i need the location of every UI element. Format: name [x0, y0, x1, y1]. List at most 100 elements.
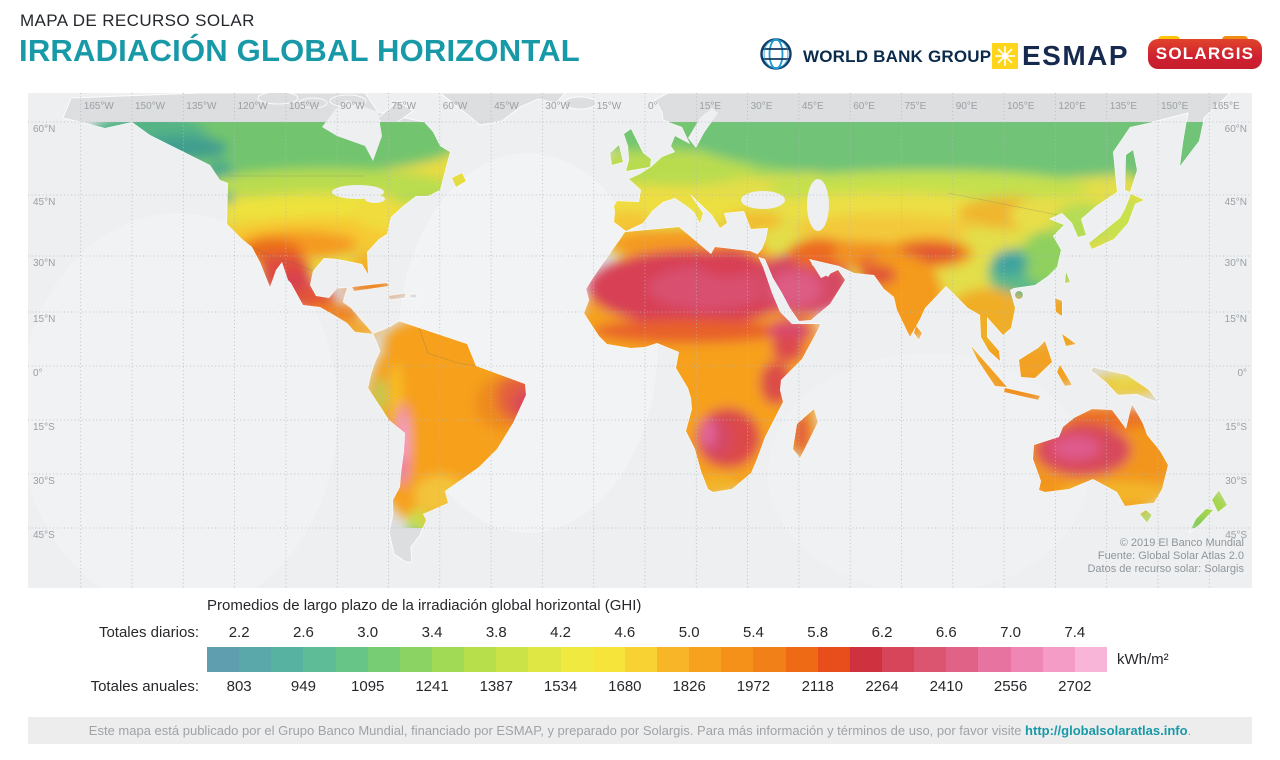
legend-tick-value: 803: [226, 678, 252, 695]
legend-tick-value: 5.8: [807, 624, 829, 641]
lon-label: 165°E: [1212, 101, 1240, 112]
legend-tick-value: 5.4: [742, 624, 764, 641]
lat-label: 60°N: [1224, 124, 1247, 135]
esmap-logo: ESMAP: [992, 40, 1129, 72]
legend-tick-value: 4.2: [550, 624, 571, 641]
legend-tick-value: 5.0: [678, 624, 700, 641]
caspian-sea: [807, 179, 829, 231]
lon-label: 60°W: [442, 101, 468, 112]
lon-label: 15°E: [699, 101, 722, 112]
lat-label: 15°S: [33, 422, 55, 433]
black-sea: [741, 191, 785, 209]
solargis-badge: SOLARGIS: [1148, 39, 1262, 69]
colorbar-segment: [817, 647, 850, 672]
legend-tick-value: 6.6: [935, 624, 957, 641]
lon-label: 150°E: [1161, 101, 1189, 112]
colorbar-segment: [271, 647, 304, 672]
lon-label: 45°W: [494, 101, 519, 112]
lat-label: 30°S: [1225, 476, 1247, 487]
colorbar-segment: [207, 647, 240, 672]
copyright-line: © 2019 El Banco Mundial: [1119, 537, 1244, 549]
footer-link[interactable]: http://globalsolaratlas.info: [1025, 723, 1188, 738]
colorbar-segment: [978, 647, 1011, 672]
colorbar-segment: [367, 647, 400, 672]
colorbar-segment: [721, 647, 754, 672]
map-copyright: © 2019 El Banco Mundial Fuente: Global So…: [1087, 537, 1244, 576]
lon-label: 45°E: [801, 101, 824, 112]
lon-label: 60°E: [853, 101, 875, 112]
copyright-line: Fuente: Global Solar Atlas 2.0: [1097, 550, 1244, 562]
lon-label: 90°W: [340, 101, 365, 112]
colorbar-segment: [624, 647, 657, 672]
lon-label: 135°E: [1109, 101, 1138, 112]
solargis-wordmark: SOLARGIS: [1155, 44, 1255, 63]
lon-label: 150°W: [135, 101, 166, 112]
legend-colorbar: [207, 647, 1107, 672]
map-kicker: MAPA DE RECURSO SOLAR: [20, 11, 255, 30]
colorbar-segment: [1042, 647, 1075, 672]
lon-label: 105°E: [1007, 101, 1035, 112]
lon-label: 75°E: [904, 101, 927, 112]
lon-label: 75°W: [391, 101, 417, 112]
legend-tick-value: 2702: [1058, 678, 1092, 695]
solargis-logo: SOLARGIS: [1148, 36, 1262, 69]
esmap-wordmark: ESMAP: [1022, 40, 1130, 71]
lon-label: 105°W: [288, 101, 320, 112]
colorbar-segment: [464, 647, 497, 672]
legend-tick-value: 1680: [608, 678, 642, 695]
legend-tick-value: 7.4: [1064, 624, 1086, 641]
lat-label: 30°S: [33, 476, 55, 487]
world-bank-logo: WORLD BANK GROUP: [758, 36, 991, 77]
landmass-iceland: [563, 96, 597, 110]
lat-label: 45°S: [33, 530, 55, 541]
world-map-graphic: [28, 93, 1252, 588]
legend-tick-value: 1534: [543, 678, 578, 695]
lon-label: 30°E: [750, 101, 773, 112]
colorbar-segment: [785, 647, 818, 672]
lat-label: 45°N: [33, 197, 56, 208]
legend-tick-value: 3.8: [485, 624, 507, 641]
colorbar-segment: [335, 647, 368, 672]
legend-unit: kWh/m²: [1117, 651, 1169, 668]
colorbar-segment: [753, 647, 786, 672]
colorbar-segment: [528, 647, 561, 672]
lat-label: 30°N: [1224, 258, 1247, 269]
baltic-sea: [688, 108, 718, 148]
colorbar-segment: [1010, 647, 1043, 672]
lon-label: 15°W: [596, 101, 622, 112]
legend-tick-value: 6.2: [871, 624, 893, 641]
legend-tick-value: 2118: [801, 678, 834, 695]
lat-label: 45°S: [1225, 530, 1247, 541]
legend-tick-value: 1387: [479, 678, 513, 695]
footer-text: Este mapa está publicado por el Grupo Ba…: [88, 723, 1192, 738]
colorbar-segment: [914, 647, 947, 672]
legend-tick-value: 2556: [993, 678, 1028, 695]
lat-label: 60°N: [33, 124, 56, 135]
lon-label: 135°W: [186, 101, 217, 112]
legend-tick-value: 1095: [351, 678, 385, 695]
graticule: [28, 93, 1252, 588]
colorbar-segment: [431, 647, 465, 672]
lat-label: 30°N: [33, 258, 56, 269]
lon-label: 120°E: [1058, 101, 1086, 112]
lat-label: 15°N: [33, 314, 56, 325]
legend-tick-value: 949: [290, 678, 316, 695]
legend-daily-label: Totales diarios:: [98, 624, 199, 641]
world-bank-globe-icon: [758, 36, 794, 77]
lon-label: 120°W: [237, 101, 268, 112]
legend-tick-value: 2.2: [228, 624, 250, 641]
lon-label: 165°W: [83, 101, 114, 112]
legend-annual-label: Totales anuales:: [90, 678, 199, 695]
legend-tick-value: 1826: [672, 678, 706, 695]
legend-tick-value: 3.4: [421, 624, 443, 641]
colorbar-segment: [303, 647, 336, 672]
legend-title: Promedios de largo plazo de la irradiaci…: [207, 597, 642, 614]
lat-label: 15°S: [1225, 422, 1247, 433]
legend-tick-value: 2.6: [292, 624, 314, 641]
colorbar-segment: [239, 647, 272, 672]
colorbar-segment: [946, 647, 979, 672]
copyright-line: Datos de recurso solar: Solargis: [1087, 563, 1244, 575]
landmass-greenland: [439, 93, 566, 126]
legend-tick-value: 3.0: [357, 624, 379, 641]
lat-label: 45°N: [1224, 197, 1247, 208]
